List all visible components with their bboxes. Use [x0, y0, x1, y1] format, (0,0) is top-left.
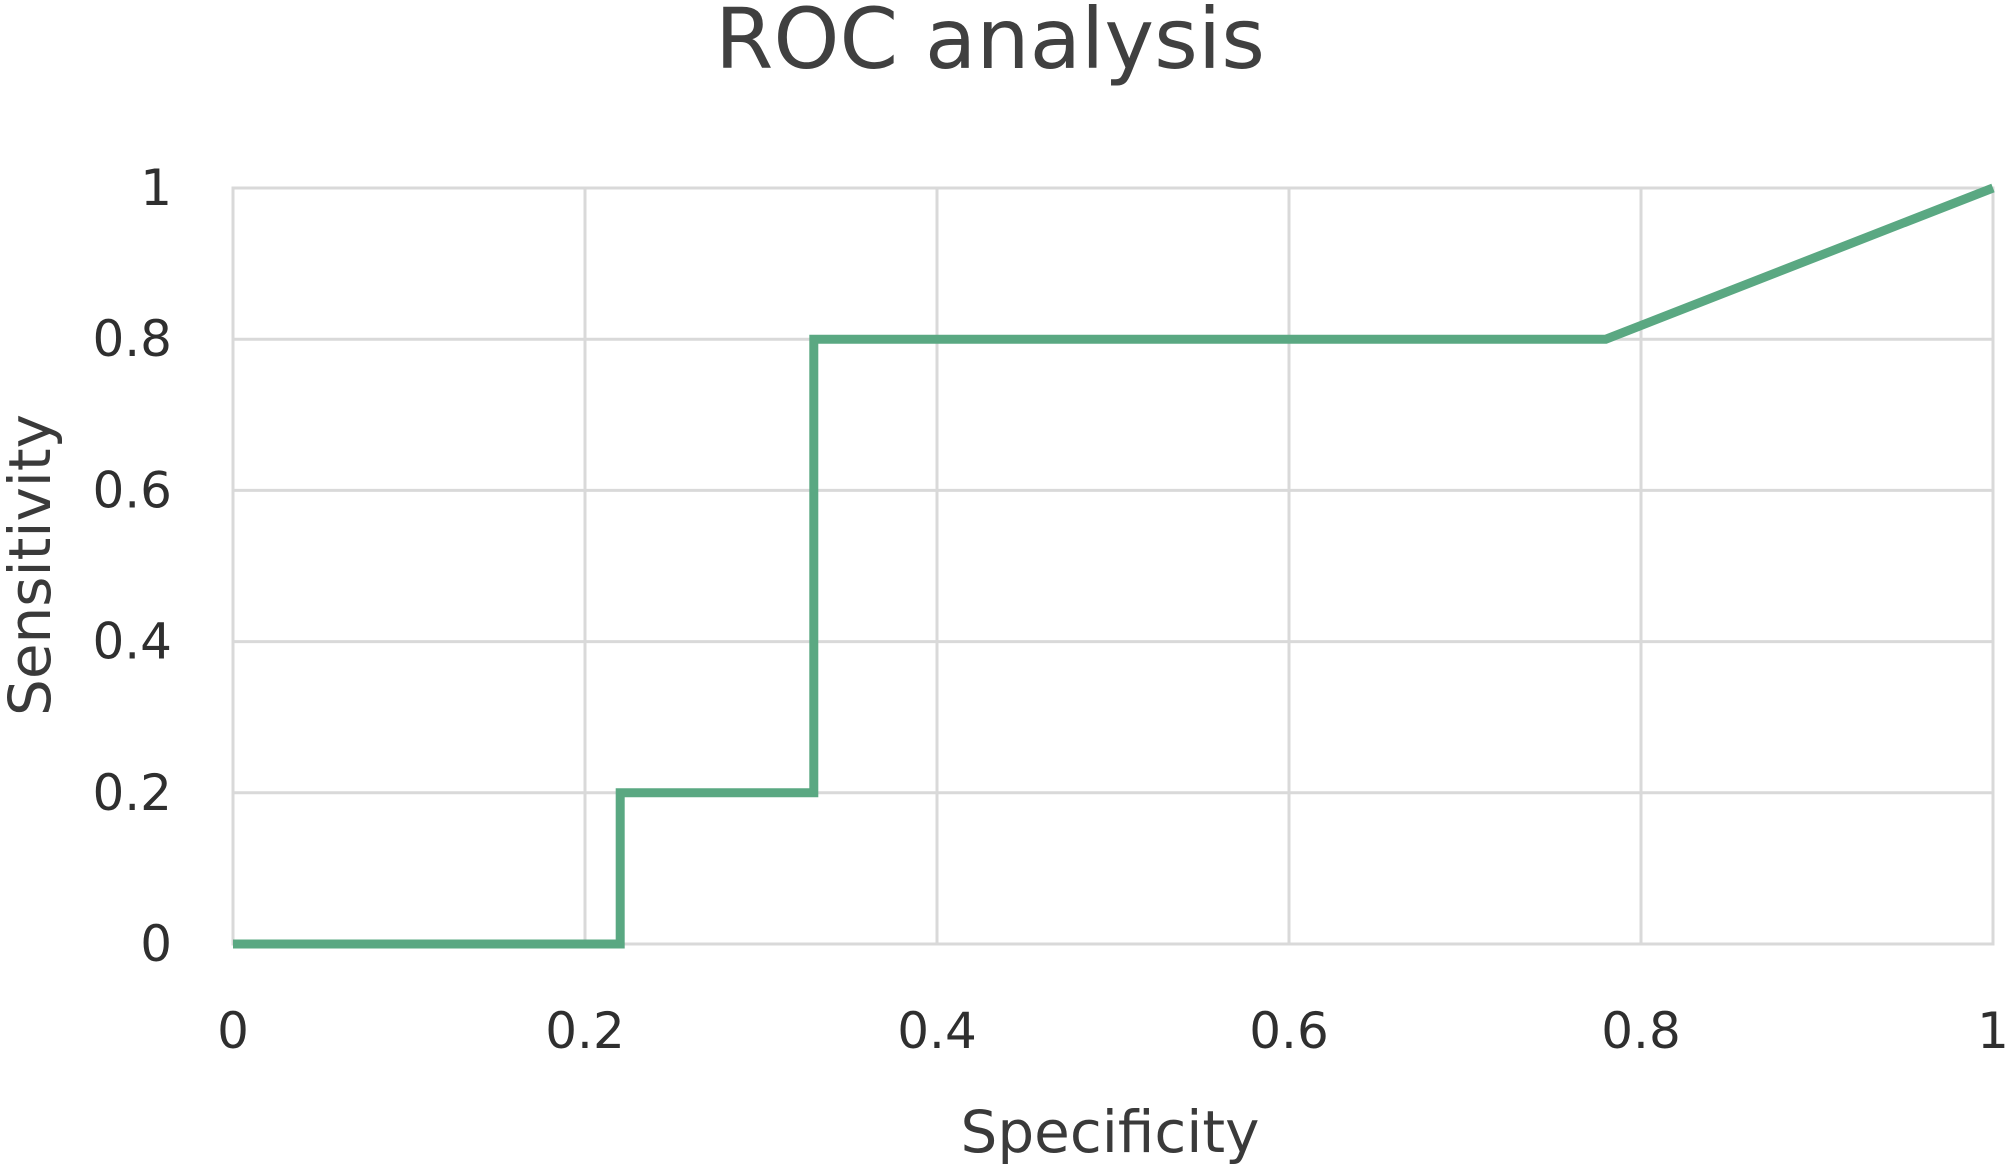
y-axis-label: Sensitivity [0, 414, 64, 716]
x-tick-label: 0 [217, 1002, 249, 1060]
x-axis-ticks: 0 0.2 0.4 0.6 0.8 1 [217, 1002, 2008, 1060]
x-tick-label: 1 [1977, 1002, 2008, 1060]
y-axis-ticks: 0 0.2 0.4 0.6 0.8 1 [92, 159, 172, 973]
x-tick-label: 0.4 [897, 1002, 977, 1060]
y-tick-label: 0.6 [92, 461, 172, 519]
y-tick-label: 0 [140, 915, 172, 973]
grid [231, 186, 1995, 946]
x-axis-label: Specificity [961, 1098, 1260, 1166]
y-tick-label: 0.2 [92, 764, 172, 822]
y-tick-label: 0.4 [92, 613, 172, 671]
y-tick-label: 1 [140, 159, 172, 217]
x-tick-label: 0.6 [1249, 1002, 1329, 1060]
y-tick-label: 0.8 [92, 310, 172, 368]
plot-area-border [231, 186, 1995, 946]
series-group [233, 183, 1995, 949]
x-tick-label: 0.2 [545, 1002, 625, 1060]
roc-curve-line [233, 183, 1995, 949]
chart-title: ROC analysis [715, 0, 1265, 88]
x-tick-label: 0.8 [1601, 1002, 1681, 1060]
